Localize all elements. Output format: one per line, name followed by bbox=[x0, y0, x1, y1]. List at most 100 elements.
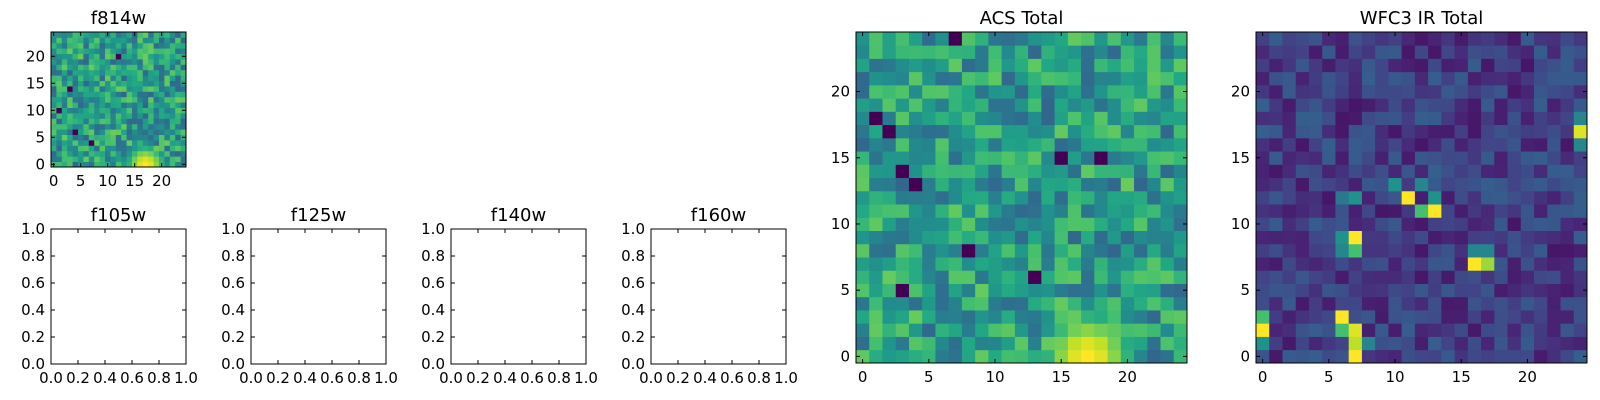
wfc3-ir-total-pixel bbox=[1308, 270, 1323, 284]
acs-total-pixel bbox=[882, 98, 897, 112]
wfc3-ir-total-pixel bbox=[1560, 58, 1575, 73]
f814w-pixel bbox=[148, 86, 154, 92]
acs-total-pixel bbox=[1067, 323, 1082, 337]
f814w-pixel bbox=[159, 42, 165, 49]
acs-total-pixel bbox=[1094, 124, 1108, 139]
acs-total-pixel bbox=[882, 190, 897, 205]
x-tick-label: 0.2 bbox=[666, 369, 690, 387]
acs-total-pixel bbox=[908, 310, 923, 324]
wfc3-ir-total-pixel bbox=[1388, 32, 1403, 46]
f814w-pixel bbox=[164, 140, 171, 146]
acs-total-pixel bbox=[948, 257, 963, 271]
x-tick-label: 20 bbox=[152, 172, 171, 190]
wfc3-ir-total-pixel bbox=[1520, 230, 1535, 245]
y-tick-label: 15 bbox=[26, 74, 45, 92]
f140w-title: f140w bbox=[491, 205, 546, 226]
f814w-pixel bbox=[121, 118, 127, 125]
panel-f125w: 0.0 0.2 0.4 0.6 0.8 1.00.00.20.40.60.81.0 f12… bbox=[221, 205, 398, 387]
acs-total-pixel bbox=[882, 58, 897, 73]
wfc3-ir-total-pixel bbox=[1401, 71, 1416, 86]
wfc3-ir-total-pixel bbox=[1388, 336, 1403, 351]
wfc3-ir-total-pixel bbox=[1348, 58, 1363, 73]
f814w-pixel bbox=[115, 113, 122, 119]
wfc3-ir-total-pixel bbox=[1375, 257, 1389, 271]
f814w-pixel bbox=[83, 75, 90, 81]
acs-total-pixel bbox=[1001, 84, 1016, 99]
wfc3-ir-total-pixel bbox=[1573, 190, 1588, 205]
y-tick-label: 5 bbox=[840, 281, 850, 299]
f814w-pixel bbox=[88, 91, 95, 98]
wfc3-ir-total-pixel bbox=[1308, 71, 1323, 86]
acs-total-pixel bbox=[948, 151, 963, 165]
f814w-pixel bbox=[51, 140, 57, 146]
acs-total-pixel bbox=[869, 230, 883, 245]
acs-total-pixel bbox=[975, 45, 989, 59]
acs-total-pixel bbox=[1120, 296, 1135, 311]
f814w-pixel bbox=[164, 75, 171, 81]
acs-total-pixel bbox=[1147, 124, 1161, 139]
acs-total-pixel bbox=[1081, 84, 1095, 99]
f814w-pixel bbox=[105, 129, 111, 135]
f814w-pixel bbox=[67, 150, 73, 157]
wfc3-ir-total-pixel bbox=[1269, 336, 1283, 351]
acs-total-pixel bbox=[1160, 323, 1175, 337]
acs-total-pixel bbox=[1107, 310, 1122, 324]
wfc3-ir-total-pixel bbox=[1454, 217, 1469, 231]
f814w-pixel bbox=[56, 129, 63, 135]
wfc3-ir-total-pixel bbox=[1441, 217, 1455, 231]
wfc3-ir-total-pixel bbox=[1547, 111, 1561, 126]
wfc3-ir-total-pixel bbox=[1467, 257, 1482, 271]
acs-total-pixel bbox=[1067, 243, 1082, 258]
f814w-pixel bbox=[137, 107, 144, 114]
wfc3-ir-total-pixel bbox=[1414, 257, 1429, 271]
wfc3-ir-total-pixel bbox=[1282, 190, 1297, 205]
wfc3-ir-total-pixel bbox=[1547, 349, 1561, 364]
acs-total-pixel bbox=[1028, 137, 1042, 152]
acs-total-pixel bbox=[1054, 151, 1069, 165]
wfc3-ir-total-pixel bbox=[1441, 84, 1455, 99]
wfc3-ir-total-pixel bbox=[1467, 71, 1482, 86]
f814w-pixel bbox=[180, 42, 187, 49]
f814w-pixel bbox=[169, 150, 176, 157]
acs-total-pixel bbox=[988, 98, 1003, 112]
wfc3-ir-total-pixel bbox=[1308, 137, 1323, 152]
acs-total-pixel bbox=[922, 137, 936, 152]
acs-total-pixel bbox=[1041, 151, 1055, 165]
f814w-pixel bbox=[88, 80, 95, 87]
wfc3-ir-total-pixel bbox=[1308, 296, 1323, 311]
x-tick-label: 15 bbox=[125, 172, 144, 190]
acs-total-pixel bbox=[1134, 58, 1148, 73]
y-tick-label: 0.8 bbox=[621, 247, 645, 265]
f814w-pixel bbox=[142, 145, 149, 152]
acs-total-pixel bbox=[975, 32, 989, 46]
f814w-pixel bbox=[148, 42, 154, 49]
acs-total-pixel bbox=[1081, 323, 1095, 337]
acs-total-pixel bbox=[1134, 71, 1148, 86]
x-tick-label: 0.2 bbox=[66, 369, 90, 387]
acs-total-pixel bbox=[908, 58, 923, 73]
wfc3-ir-total-pixel bbox=[1414, 177, 1429, 192]
acs-total-pixel bbox=[1134, 111, 1148, 126]
wfc3-ir-total-pixel bbox=[1335, 336, 1350, 351]
wfc3-ir-total-pixel bbox=[1534, 32, 1548, 46]
f814w-pixel bbox=[126, 69, 133, 76]
acs-total-pixel bbox=[935, 58, 950, 73]
f814w-pixel bbox=[137, 37, 144, 44]
f814w-pixel bbox=[105, 113, 111, 119]
acs-total-pixel bbox=[908, 217, 923, 231]
y-tick-label: 1.0 bbox=[621, 220, 645, 238]
f814w-pixel bbox=[175, 161, 181, 168]
wfc3-ir-total-pixel bbox=[1335, 111, 1350, 126]
f814w-pixel bbox=[67, 37, 73, 44]
wfc3-ir-total-pixel bbox=[1494, 243, 1508, 258]
acs-total-pixel bbox=[948, 111, 963, 126]
wfc3-ir-total-pixel bbox=[1308, 217, 1323, 231]
wfc3-ir-total-pixel bbox=[1375, 58, 1389, 73]
wfc3-ir-total-pixel bbox=[1507, 283, 1522, 298]
f814w-pixel bbox=[99, 59, 106, 65]
wfc3-ir-total-axes-frame bbox=[1255, 31, 1588, 364]
wfc3-ir-total-pixel bbox=[1520, 243, 1535, 258]
wfc3-ir-total-pixel bbox=[1573, 270, 1588, 284]
y-tick-label: 1.0 bbox=[421, 220, 445, 238]
f814w-pixel bbox=[83, 80, 90, 87]
